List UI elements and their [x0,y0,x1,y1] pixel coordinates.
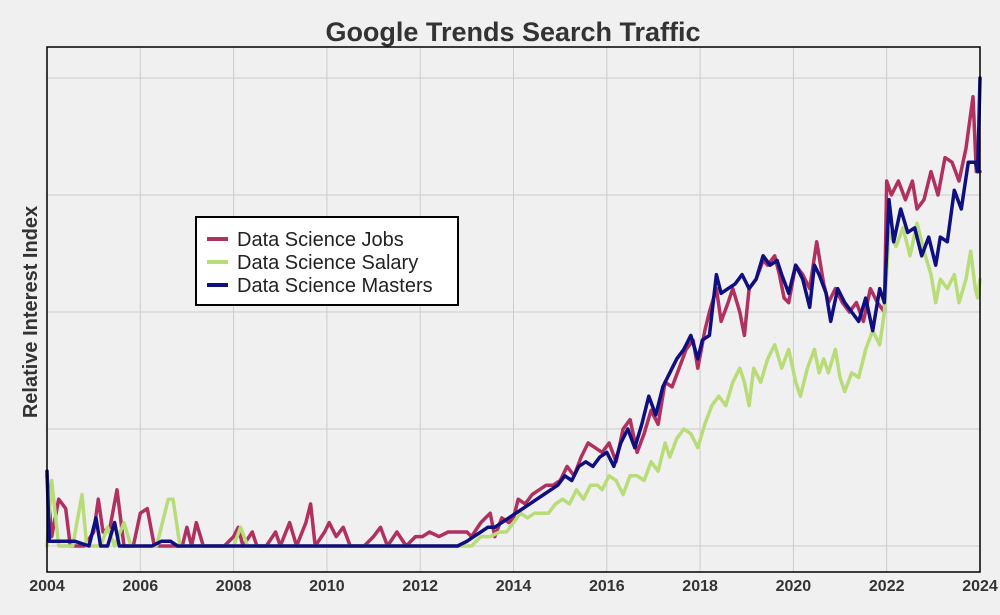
plot-frame [46,46,981,573]
legend-box [195,216,459,306]
x-tick-label: 2014 [496,578,532,595]
x-tick-label: 2010 [309,578,345,595]
x-tick-label: 2012 [402,578,438,595]
x-tick-label: 2020 [776,578,812,595]
legend-label-2: Data Science Masters [237,275,433,297]
x-tick-label: 2018 [682,578,718,595]
x-tick-label: 2024 [962,578,998,595]
y-axis-label: Relative Interest Index [20,206,42,418]
x-tick-label: 2006 [123,578,159,595]
x-tick-label: 2016 [589,578,625,595]
x-axis-ticks: 2004 2006 2008 2010 2012 2014 2016 2018 2020 2022… [29,578,998,595]
x-tick-label: 2008 [216,578,252,595]
legend-label-0: Data Science Jobs [237,229,404,251]
x-tick-label: 2022 [869,578,905,595]
chart-title: Google Trends Search Traffic [325,17,700,47]
series-line-2 [45,76,982,548]
x-tick-label: 2004 [29,578,65,595]
legend-label-1: Data Science Salary [237,252,418,274]
grid [46,47,981,572]
series-lines [45,76,982,548]
